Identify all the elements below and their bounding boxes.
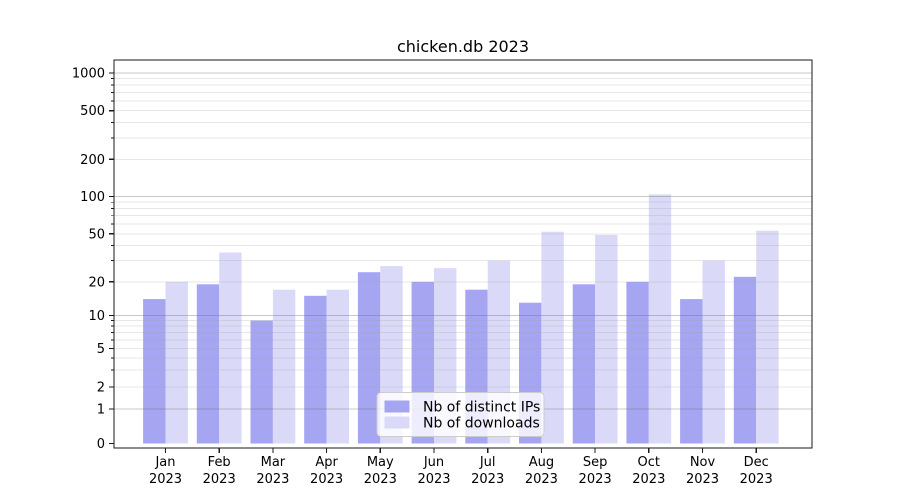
x-tick-label-month: Jul: [479, 455, 496, 470]
x-tick-label-year: 2023: [310, 472, 343, 487]
x-tick-label-year: 2023: [740, 472, 773, 487]
y-tick-label: 200: [80, 153, 105, 168]
x-tick-label-month: Mar: [261, 455, 286, 470]
x-tick-label-month: Sep: [583, 455, 608, 470]
bar-downloads: [165, 281, 188, 444]
bar-downloads: [702, 260, 725, 444]
bar-downloads: [756, 230, 779, 444]
legend-box: [376, 392, 545, 437]
legend-swatch-distinct-ips: [384, 400, 410, 413]
bar-downloads: [595, 234, 618, 444]
y-tick-label: 100: [80, 190, 105, 205]
axes-layer: [109, 59, 813, 453]
chart-title: chicken.db 2023: [397, 37, 529, 56]
x-tick-label-year: 2023: [417, 472, 450, 487]
bar-distinct-ips: [572, 284, 596, 444]
plot-border: [113, 59, 813, 449]
x-tick-label-month: Dec: [744, 455, 769, 470]
bar-downloads: [272, 289, 296, 444]
x-tick-label-month: Aug: [529, 455, 554, 470]
x-tick-label-month: May: [367, 455, 394, 470]
legend-label-distinct-ips: Nb of distinct IPs: [423, 400, 540, 416]
x-tick-label-year: 2023: [632, 472, 665, 487]
x-tick-label-year: 2023: [525, 472, 558, 487]
x-tick-label-month: Feb: [208, 455, 231, 470]
bar-distinct-ips: [196, 284, 220, 444]
x-tick-label-year: 2023: [364, 472, 397, 487]
grid-layer: [114, 72, 812, 410]
tick-labels: 0 1 2 5 10 20 50 100 200 500 1000 Jan 2023 Feb 2023 Mar…: [72, 66, 773, 487]
y-tick-label: 2: [97, 381, 105, 396]
y-tick-label: 500: [80, 104, 105, 119]
legend-swatch-downloads: [384, 416, 410, 429]
y-tick-label: 50: [88, 227, 105, 242]
bar-distinct-ips: [680, 299, 703, 444]
x-tick-label-year: 2023: [471, 472, 504, 487]
bar-downloads: [219, 252, 242, 444]
x-tick-label-month: Apr: [315, 455, 338, 470]
bar-downloads: [326, 289, 349, 444]
bar-distinct-ips: [733, 276, 757, 444]
x-tick-label-month: Nov: [690, 455, 716, 470]
bar-downloads: [541, 231, 564, 444]
bar-distinct-ips: [626, 281, 649, 444]
x-tick-label-year: 2023: [149, 472, 182, 487]
x-tick-label-year: 2023: [579, 472, 612, 487]
bar-downloads: [648, 194, 672, 444]
legend: Nb of distinct IPs Nb of downloads: [376, 392, 545, 437]
y-tick-label: 0: [97, 437, 105, 452]
bar-distinct-ips: [250, 320, 273, 444]
x-tick-label-year: 2023: [203, 472, 236, 487]
bar-distinct-ips: [143, 299, 166, 444]
y-tick-label: 5: [97, 342, 105, 357]
y-tick-label: 1000: [72, 66, 105, 81]
x-tick-label-year: 2023: [686, 472, 719, 487]
x-tick-label-month: Jun: [423, 455, 444, 470]
x-tick-label-year: 2023: [256, 472, 289, 487]
bar-distinct-ips: [304, 295, 327, 444]
x-tick-label-month: Jan: [154, 455, 175, 470]
y-tick-label: 20: [88, 275, 105, 290]
bar-distinct-ips: [357, 272, 381, 444]
y-tick-label: 1: [97, 403, 105, 418]
legend-label-downloads: Nb of downloads: [423, 416, 540, 432]
y-tick-label: 10: [88, 309, 105, 324]
x-tick-label-month: Oct: [638, 455, 660, 470]
